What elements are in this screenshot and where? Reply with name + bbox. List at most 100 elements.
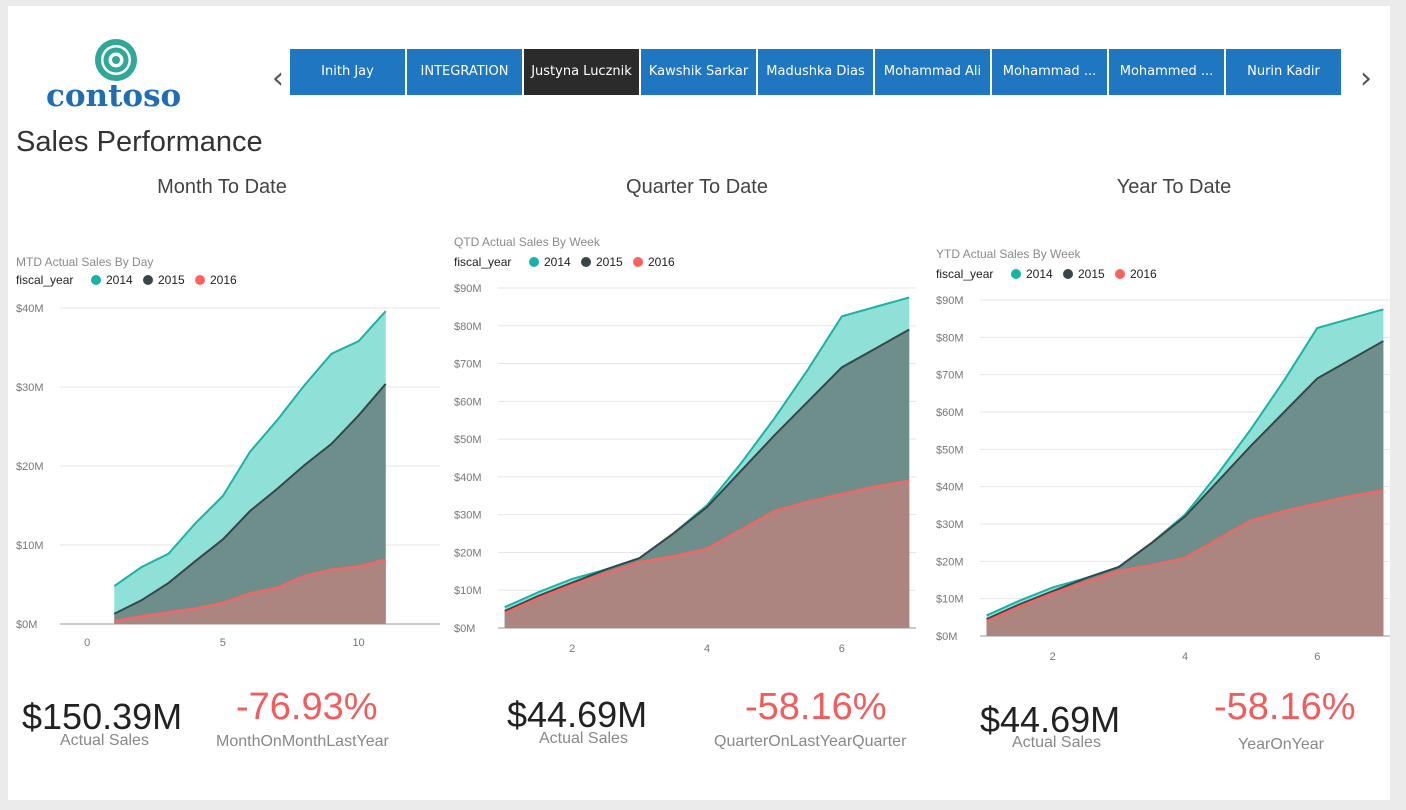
chevron-left-icon[interactable]: ‹ bbox=[272, 61, 284, 96]
y-tick-label: $80M bbox=[936, 332, 964, 344]
legend-label-2015[interactable]: 2015 bbox=[596, 255, 623, 269]
area-series-2016[interactable] bbox=[114, 559, 386, 624]
legend-label-2015[interactable]: 2015 bbox=[1078, 267, 1105, 281]
slicer-tabs: Inith Jay INTEGRATION Justyna Lucznik Kawsh… bbox=[290, 49, 1341, 95]
x-tick-label: 5 bbox=[220, 637, 226, 649]
x-tick-label: 10 bbox=[352, 637, 364, 649]
area-series-2016[interactable] bbox=[986, 490, 1384, 636]
kpi-ytd-pct-label: YearOnYear bbox=[1238, 736, 1324, 753]
chart-mtd-svg: MTD Actual Sales By Day fiscal_year 2014 20… bbox=[16, 255, 440, 649]
chart-ytd: YTD Actual Sales By Week fiscal_year 2014 2… bbox=[928, 240, 1398, 684]
line-series-2014 bbox=[113, 310, 387, 587]
legend-title: fiscal_year bbox=[936, 267, 993, 281]
logo-rings-icon bbox=[95, 39, 137, 81]
y-tick-label: $30M bbox=[454, 510, 482, 522]
y-tick-label: $70M bbox=[936, 370, 964, 382]
x-tick-label: 2 bbox=[1050, 651, 1056, 663]
legend-marker-2015 bbox=[581, 257, 591, 267]
legend-label-2014[interactable]: 2014 bbox=[106, 273, 133, 287]
legend-label-2015[interactable]: 2015 bbox=[158, 273, 185, 287]
chart-title: QTD Actual Sales By Week bbox=[454, 235, 601, 249]
y-tick-label: $0M bbox=[936, 631, 957, 643]
y-tick-label: $50M bbox=[454, 434, 482, 446]
tab-mohammad-ali[interactable]: Mohammad Ali bbox=[875, 49, 990, 95]
line-series-2016 bbox=[986, 489, 1384, 622]
report-canvas: contoso ‹ Inith Jay INTEGRATION Justyna Lu… bbox=[8, 6, 1390, 800]
panel-heading-ytd: Year To Date bbox=[1116, 176, 1232, 198]
kpi-qtd-value: $44.69M bbox=[507, 694, 648, 735]
legend-label-2016[interactable]: 2016 bbox=[210, 273, 237, 287]
tab-mohammed[interactable]: Mohammed ... bbox=[1109, 49, 1224, 95]
y-tick-label: $70M bbox=[454, 359, 482, 371]
legend-label-2014[interactable]: 2014 bbox=[1026, 267, 1053, 281]
y-tick-label: $60M bbox=[454, 396, 482, 408]
y-tick-label: $20M bbox=[936, 556, 964, 568]
line-series-2016 bbox=[504, 479, 910, 614]
line-series-2015 bbox=[113, 383, 387, 615]
chart-title: YTD Actual Sales By Week bbox=[936, 247, 1082, 261]
tab-integration[interactable]: INTEGRATION bbox=[407, 49, 522, 95]
legend-marker-2014 bbox=[91, 275, 101, 285]
tab-mohammad[interactable]: Mohammad ... bbox=[992, 49, 1107, 95]
legend-marker-2015 bbox=[1063, 269, 1073, 279]
kpi-qtd-pct-label: QuarterOnLastYearQuarter bbox=[714, 733, 907, 750]
y-tick-label: $20M bbox=[454, 547, 482, 559]
tab-nurin-kadir[interactable]: Nurin Kadir bbox=[1226, 49, 1341, 95]
tab-inith-jay[interactable]: Inith Jay bbox=[290, 49, 405, 95]
y-tick-label: $90M bbox=[454, 283, 482, 295]
y-tick-label: $30M bbox=[16, 382, 44, 394]
y-tick-label: $50M bbox=[936, 444, 964, 456]
y-tick-label: $90M bbox=[936, 295, 964, 307]
y-tick-label: $40M bbox=[936, 482, 964, 494]
legend-title: fiscal_year bbox=[16, 273, 73, 287]
kpi-ytd-value: $44.69M bbox=[980, 699, 1121, 740]
panel-heading-mtd: Month To Date bbox=[157, 176, 287, 198]
area-series-2015[interactable] bbox=[114, 383, 386, 624]
y-tick-label: $0M bbox=[16, 619, 37, 631]
x-tick-label: 6 bbox=[839, 643, 845, 655]
legend-marker-2016 bbox=[633, 257, 643, 267]
y-tick-label: $80M bbox=[454, 321, 482, 333]
tab-madushka-dias[interactable]: Madushka Dias bbox=[758, 49, 873, 95]
legend-marker-2016 bbox=[1115, 269, 1125, 279]
line-series-2015 bbox=[986, 340, 1384, 621]
y-tick-label: $40M bbox=[454, 472, 482, 484]
y-tick-label: $10M bbox=[16, 540, 44, 552]
x-tick-label: 4 bbox=[1182, 651, 1188, 663]
legend-marker-2016 bbox=[195, 275, 205, 285]
legend-label-2016[interactable]: 2016 bbox=[1130, 267, 1157, 281]
contoso-logo: contoso bbox=[38, 36, 198, 122]
area-series-2016[interactable] bbox=[504, 480, 910, 628]
line-series-2016 bbox=[114, 558, 386, 622]
legend-label-2014[interactable]: 2014 bbox=[544, 255, 571, 269]
chart-ytd-svg: YTD Actual Sales By Week fiscal_year 2014 2… bbox=[936, 247, 1390, 663]
chart-title: MTD Actual Sales By Day bbox=[16, 255, 153, 269]
chart-qtd: QTD Actual Sales By Week fiscal_year 2014 2… bbox=[446, 228, 916, 672]
y-tick-label: $10M bbox=[454, 585, 482, 597]
legend-marker-2015 bbox=[143, 275, 153, 285]
kpi-mtd-value-label: Actual Sales bbox=[60, 732, 149, 749]
tab-kawshik-sarkar[interactable]: Kawshik Sarkar bbox=[641, 49, 756, 95]
chevron-right-icon[interactable]: › bbox=[1360, 61, 1372, 96]
panel-heading-qtd: Quarter To Date bbox=[626, 176, 768, 198]
y-tick-label: $10M bbox=[936, 594, 964, 606]
kpi-mtd-pct: -76.93% bbox=[236, 686, 378, 728]
chart-qtd-svg: QTD Actual Sales By Week fiscal_year 2014 2… bbox=[454, 235, 916, 655]
chart-mtd: MTD Actual Sales By Day fiscal_year 2014 20… bbox=[8, 246, 448, 670]
line-series-2014 bbox=[504, 296, 910, 609]
y-tick-label: $60M bbox=[936, 407, 964, 419]
y-tick-label: $0M bbox=[454, 623, 475, 635]
tab-justyna-lucznik[interactable]: Justyna Lucznik bbox=[524, 49, 639, 95]
page-title: Sales Performance bbox=[16, 126, 263, 158]
kpi-mtd-pct-label: MonthOnMonthLastYear bbox=[216, 733, 389, 750]
x-tick-label: 6 bbox=[1314, 651, 1320, 663]
legend-title: fiscal_year bbox=[454, 255, 511, 269]
kpi-qtd-pct: -58.16% bbox=[745, 686, 887, 728]
y-tick-label: $40M bbox=[16, 303, 44, 315]
x-tick-label: 0 bbox=[84, 637, 90, 649]
y-tick-label: $20M bbox=[16, 461, 44, 473]
kpi-mtd-value: $150.39M bbox=[22, 696, 183, 737]
legend-marker-2014 bbox=[529, 257, 539, 267]
legend-label-2016[interactable]: 2016 bbox=[648, 255, 675, 269]
kpi-qtd-value-label: Actual Sales bbox=[539, 730, 628, 747]
